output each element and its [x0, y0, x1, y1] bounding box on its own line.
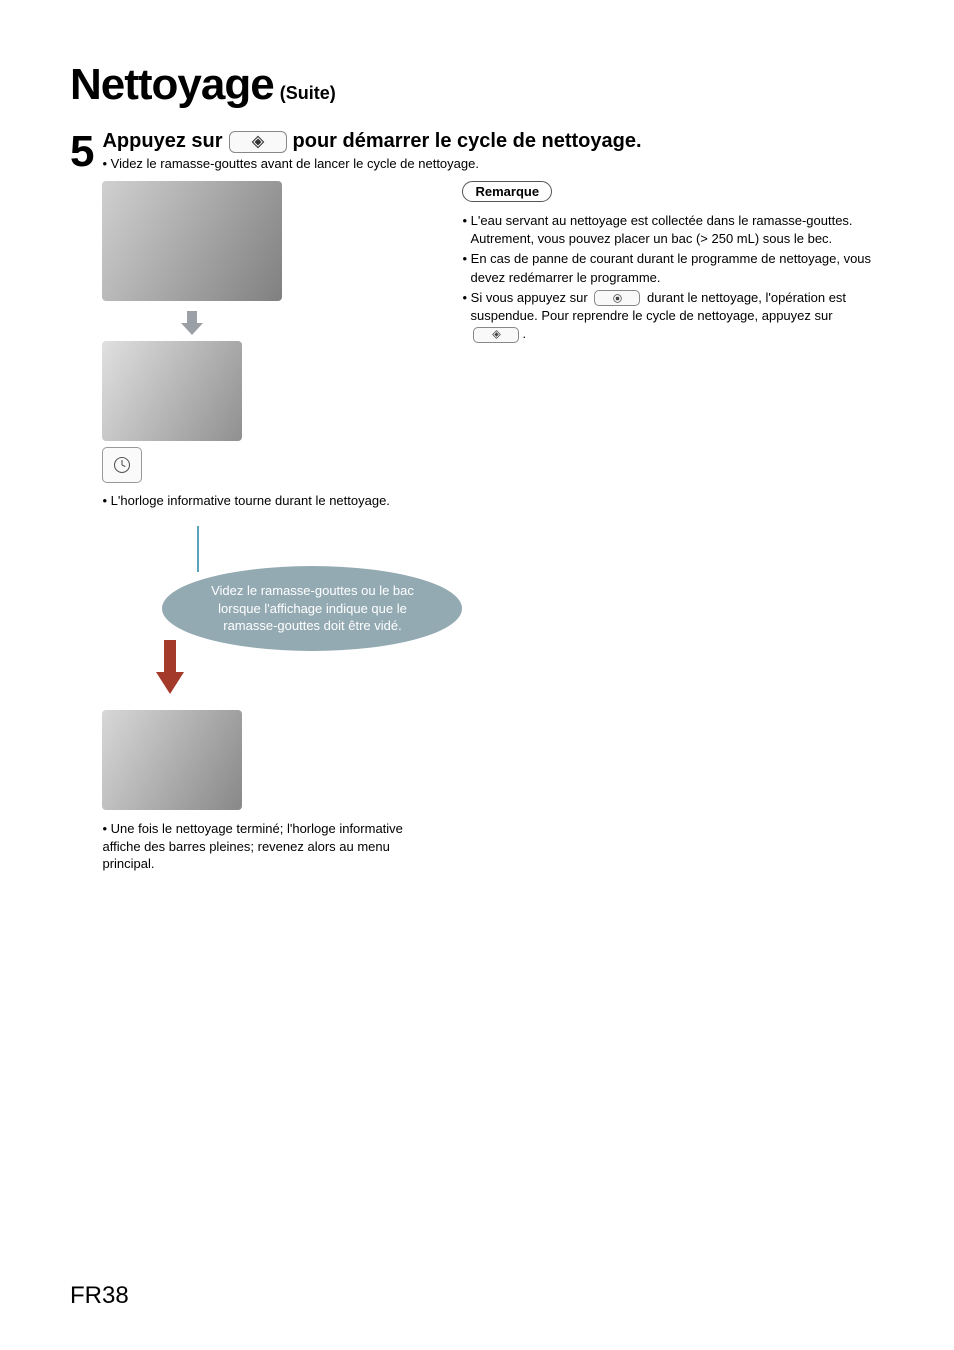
remarque-item-3c: .: [522, 326, 526, 341]
page-title: Nettoyage: [70, 60, 274, 110]
right-column: Remarque L'eau servant au nettoyage est …: [442, 181, 884, 873]
remarque-label: Remarque: [462, 181, 552, 202]
start-button-icon-small: [473, 327, 519, 343]
page-title-row: Nettoyage (Suite): [70, 60, 884, 110]
step-subnote: • Videz le ramasse-gouttes avant de lanc…: [102, 156, 884, 171]
callout-leader-line: [197, 526, 199, 572]
clock-indicator-icon: [102, 447, 142, 483]
product-image-1: [102, 181, 282, 301]
left-column: • L'horloge informative tourne durant le…: [102, 181, 442, 873]
remarque-list: L'eau servant au nettoyage est collectée…: [462, 212, 884, 343]
arrow-down-icon: [177, 307, 207, 337]
step-content: • L'horloge informative tourne durant le…: [102, 181, 884, 873]
clock-running-note: • L'horloge informative tourne durant le…: [102, 493, 442, 508]
step-number: 5: [70, 130, 94, 174]
step-5: 5 Appuyez sur pour démarrer le cycle de …: [70, 130, 884, 873]
remarque-item-1: L'eau servant au nettoyage est collectée…: [462, 212, 884, 248]
start-button-icon: [229, 131, 287, 153]
callout-bubble: Videz le ramasse-gouttes ou le bac lorsq…: [162, 566, 462, 651]
product-image-3: [102, 710, 242, 810]
step-body: Appuyez sur pour démarrer le cycle de ne…: [102, 130, 884, 873]
arrow-down-red-icon: [152, 636, 188, 696]
page-title-continued: (Suite): [280, 83, 336, 104]
step-heading-after: pour démarrer le cycle de nettoyage.: [293, 130, 642, 153]
callout: Videz le ramasse-gouttes ou le bac lorsq…: [102, 526, 442, 706]
step-heading-before: Appuyez sur: [102, 130, 222, 153]
product-image-2: [102, 341, 242, 441]
page-number: FR38: [70, 1282, 129, 1310]
remarque-item-2: En cas de panne de courant durant le pro…: [462, 250, 884, 286]
completion-note: Une fois le nettoyage terminé; l'horloge…: [102, 820, 442, 873]
step-heading: Appuyez sur pour démarrer le cycle de ne…: [102, 130, 884, 153]
stop-button-icon: [594, 290, 640, 306]
remarque-item-3a: Si vous appuyez sur: [471, 290, 588, 305]
remarque-item-3: Si vous appuyez sur durant le nettoyage,…: [462, 289, 884, 344]
